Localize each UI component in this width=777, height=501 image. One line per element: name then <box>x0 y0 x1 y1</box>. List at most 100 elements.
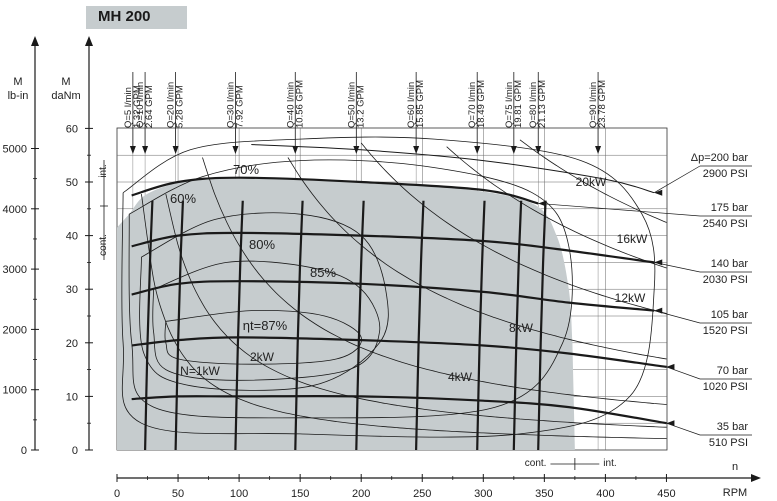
pressure-arrowhead <box>666 420 675 427</box>
pressure-line <box>131 394 667 425</box>
inner-y-tick-label: 40 <box>66 231 78 243</box>
title-badge: MH 200 <box>86 6 187 29</box>
power-label: 12kW <box>615 291 646 305</box>
flow-label-gpm: 19.81 GPM <box>513 80 524 128</box>
inner-y-tick-label: 30 <box>66 284 78 296</box>
inner-y-tick-label: 50 <box>66 177 78 189</box>
power-and-efficiency-curves <box>121 136 667 439</box>
flow-curve <box>415 200 425 451</box>
flow-label: Q=5 l/min <box>123 87 134 128</box>
x-tick-label: 400 <box>596 488 614 500</box>
flow-label: Q=90 l/min <box>588 82 599 128</box>
pressure-label-bar: Δp=200 bar <box>691 152 749 164</box>
pressure-line <box>131 176 539 205</box>
flow-arrowhead <box>129 146 136 154</box>
flow-arrowhead <box>474 146 481 154</box>
flow-label-gpm: 7.92 GPM <box>234 85 245 128</box>
inner-y-axis-name: M <box>61 76 70 88</box>
pressure-label-bar: 35 bar <box>717 421 749 433</box>
efficiency-contour <box>152 260 381 381</box>
flow-arrowhead <box>292 146 299 154</box>
x-tick-label: 0 <box>114 488 120 500</box>
efficiency-contour <box>139 212 389 391</box>
x-tick-label: 50 <box>172 488 184 500</box>
x-tick-label: 350 <box>535 488 553 500</box>
pressure-line <box>131 336 667 368</box>
efficiency-label: 60% <box>170 191 196 206</box>
pressure-line <box>251 143 655 194</box>
pressure-line <box>131 231 655 264</box>
flow-arrowhead <box>142 146 149 154</box>
flow-arrowhead <box>232 146 239 154</box>
power-label: 4kW <box>448 370 473 384</box>
efficiency-contour <box>164 310 362 365</box>
flow-label: Q=50 l/min <box>346 82 357 128</box>
x-tick-label: 450 <box>657 488 675 500</box>
pressure-line <box>131 280 655 312</box>
efficiency-label: 80% <box>249 237 275 252</box>
inner-y-arrowhead <box>85 36 93 46</box>
labels: Δp=200 bar 2900 PSI 175 bar 2540 PSI 140 bar… <box>123 80 748 449</box>
pressure-label-bar: 70 bar <box>717 365 749 377</box>
flow-label: Q=75 l/min <box>504 82 515 128</box>
flow-label: Q=20 l/min <box>166 82 177 128</box>
pressure-label-psi: 2900 PSI <box>703 168 748 180</box>
pressure-label-psi: 1020 PSI <box>703 381 748 393</box>
outer-y-axis-name: M <box>13 76 22 88</box>
power-curve <box>360 142 667 314</box>
flow-arrowhead <box>172 146 179 154</box>
flow-curve <box>234 200 244 451</box>
pressure-label-psi: 2030 PSI <box>703 274 748 286</box>
pressure-arrow <box>654 165 701 194</box>
flow-label: Q=30 l/min <box>225 82 236 128</box>
x-tick-label: 300 <box>474 488 492 500</box>
outer-y-tick-label: 0 <box>21 445 27 457</box>
efficiency-contour <box>128 159 573 419</box>
pressure-label-psi: 1520 PSI <box>703 325 748 337</box>
outer-y-tick-label: 3000 <box>3 264 27 276</box>
int-label: int. <box>98 164 109 177</box>
x-tick-label: 150 <box>291 488 309 500</box>
power-curve <box>202 157 667 405</box>
power-curve <box>287 157 667 360</box>
power-label: 2kW <box>250 350 275 364</box>
flow-curve <box>355 200 365 451</box>
x-tick-label: 100 <box>230 488 248 500</box>
outer-y-tick-label: 5000 <box>3 144 27 156</box>
inner-y-tick-label: 60 <box>66 123 78 135</box>
pressure-arrow <box>538 203 701 217</box>
flow-label-gpm: 15.85 GPM <box>415 80 426 128</box>
flow-arrowhead <box>595 146 602 154</box>
power-label: 8kW <box>509 321 534 335</box>
flow-label-gpm: 10.56 GPM <box>294 80 305 128</box>
outer-y-axis-unit: lb-in <box>8 90 29 102</box>
flow-label: Q=40 l/min <box>285 82 296 128</box>
axes: 010002000300040005000Mlb-in0102030405060… <box>3 36 761 500</box>
flow-label-gpm: 5.28 GPM <box>175 85 186 128</box>
x-axis-unit: RPM <box>723 487 747 499</box>
flow-label: Q=80 l/min <box>528 82 539 128</box>
x-cont-label: cont. <box>525 458 547 469</box>
flow-label-gpm: 18.49 GPM <box>476 80 487 128</box>
inner-y-tick-label: 0 <box>72 445 78 457</box>
pressure-label-psi: 2540 PSI <box>703 218 748 230</box>
pressure-label-bar: 175 bar <box>711 202 749 214</box>
flow-lines <box>129 72 602 451</box>
pressure-arrowhead <box>654 259 663 266</box>
flow-curve <box>512 200 523 451</box>
flow-label-gpm: 2.64 GPM <box>144 85 155 128</box>
pressure-arrowhead <box>654 189 663 196</box>
flow-label: Q=60 l/min <box>406 82 417 128</box>
flow-arrowhead <box>510 146 517 154</box>
power-curve <box>519 139 667 223</box>
flow-curve <box>174 200 185 451</box>
pressure-arrowhead <box>666 363 675 370</box>
power-curve <box>141 194 667 439</box>
x-int-label: int. <box>603 458 616 469</box>
inner-y-tick-label: 10 <box>66 391 78 403</box>
power-label: N=1kW <box>180 364 220 378</box>
flow-arrowhead <box>413 146 420 154</box>
pressure-label-bar: 140 bar <box>711 258 749 270</box>
x-tick-label: 200 <box>352 488 370 500</box>
